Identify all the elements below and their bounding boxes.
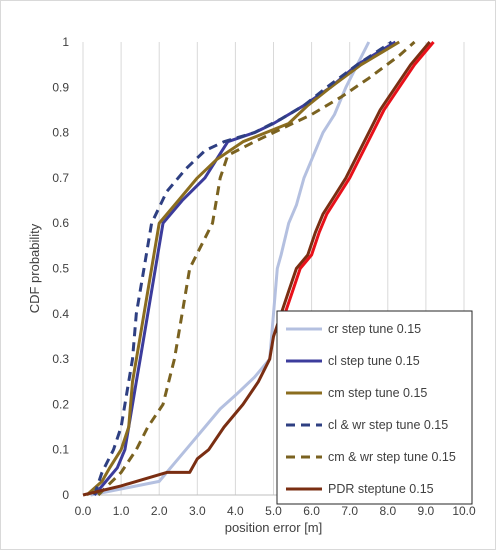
series-line-2: [85, 40, 400, 497]
x-tick-label: 7.0: [341, 504, 358, 518]
y-tick-label: 1: [62, 35, 69, 49]
y-tick-label: 0.4: [52, 307, 69, 321]
y-tick-label: 0.7: [52, 171, 69, 185]
y-tick-labels: 0 0.1 0.2 0.3 0.4 0.5 0.6 0.7 0.8 0.9 1: [52, 35, 69, 502]
x-tick-label: 6.0: [303, 504, 320, 518]
x-tick-label: 1.0: [113, 504, 130, 518]
legend-label: cr step tune 0.15: [328, 322, 421, 336]
x-tick-label: 9.0: [418, 504, 435, 518]
y-axis-title: CDF probability: [27, 223, 42, 313]
legend-label: cm step tune 0.15: [328, 386, 427, 400]
legend-label: cl & wr step tune 0.15: [328, 418, 448, 432]
series-line-5: [82, 41, 431, 497]
x-tick-label: 10.0: [452, 504, 476, 518]
y-tick-label: 0.9: [52, 80, 69, 94]
x-tick-label: 4.0: [227, 504, 244, 518]
x-tick-label: 5.0: [265, 504, 282, 518]
x-tick-label: 3.0: [189, 504, 206, 518]
x-tick-labels: 0.0 1.0 2.0 3.0 4.0 5.0 6.0 7.0 8.0 9.0 10.0: [75, 504, 476, 518]
series-line-4: [97, 40, 416, 497]
legend-label: PDR steptune 0.15: [328, 482, 434, 496]
legend-label: cm & wr step tune 0.15: [328, 450, 456, 464]
series-line-0: [90, 41, 371, 497]
x-tick-label: 8.0: [379, 504, 396, 518]
x-axis-title: position error [m]: [225, 520, 323, 535]
x-tick-label: 2.0: [151, 504, 168, 518]
series-lines: [82, 40, 435, 497]
y-tick-label: 0.3: [52, 352, 69, 366]
legend: cr step tune 0.15 cl step tune 0.15 cm ste…: [276, 310, 473, 505]
series-line-6: [283, 41, 435, 315]
legend-label: cl step tune 0.15: [328, 354, 420, 368]
y-tick-label: 0.2: [52, 397, 69, 411]
y-tick-label: 0.5: [52, 262, 69, 276]
y-tick-label: 0: [62, 488, 69, 502]
x-tick-label: 0.0: [75, 504, 92, 518]
y-tick-label: 0.6: [52, 216, 69, 230]
series-line-1: [93, 40, 397, 496]
legend-box: [276, 310, 473, 505]
y-tick-label: 0.8: [52, 126, 69, 140]
y-tick-label: 0.1: [52, 443, 69, 457]
legend-items: cr step tune 0.15 cl step tune 0.15 cm ste…: [286, 322, 456, 496]
